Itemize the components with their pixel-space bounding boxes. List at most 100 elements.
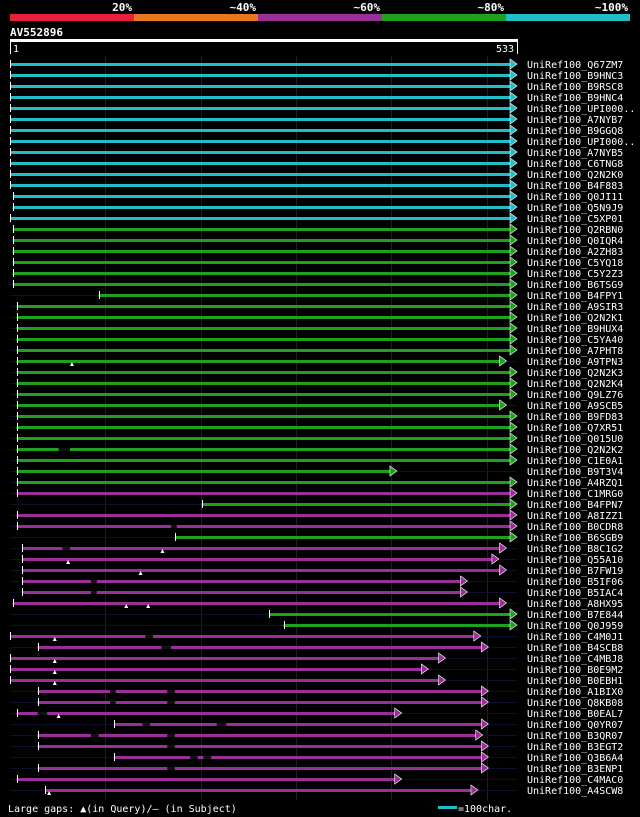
query-gap-marker xyxy=(52,659,57,663)
hit-label: UniRef100_B9T3V4 xyxy=(527,467,623,478)
hit-label: UniRef100_A8IZZ1 xyxy=(527,511,623,522)
query-gap-marker xyxy=(69,362,74,366)
hit-label: UniRef100_A4RZQ1 xyxy=(527,478,623,489)
hit-bar xyxy=(12,261,512,264)
hit-label: UniRef100_Q2N2K4 xyxy=(527,379,623,390)
hit-row: UniRef100_Q2N2K0 xyxy=(10,168,623,181)
hit-bar xyxy=(10,107,511,110)
legend-label-4: ~100% xyxy=(595,1,628,14)
hit-row: UniRef100_A7NYB5 xyxy=(10,146,623,159)
hit-bar xyxy=(16,459,512,462)
hit-bar xyxy=(16,525,512,528)
hit-bar xyxy=(10,184,511,187)
hit-label: UniRef100_B3EGT2 xyxy=(527,742,623,753)
query-name: AV552896 xyxy=(10,26,63,39)
legend-label-2: ~60% xyxy=(354,1,381,14)
hit-label: UniRef100_B9HNC3 xyxy=(527,71,623,82)
hit-label: UniRef100_UPI000.. xyxy=(527,104,635,115)
hit-label: UniRef100_Q9LZ76 xyxy=(527,390,623,401)
hit-bar xyxy=(12,272,512,275)
hit-end-arrow xyxy=(509,487,518,499)
hit-label: UniRef100_A7PHT8 xyxy=(527,346,623,357)
hit-label: UniRef100_Q2N2K0 xyxy=(527,170,623,181)
hit-bar xyxy=(12,250,512,253)
hit-row: UniRef100_B9GGQ8 xyxy=(10,124,623,137)
hit-row: UniRef100_Q2N2K3 xyxy=(10,366,623,379)
identity-legend: 20% ~40% ~60% ~80% ~100% xyxy=(10,1,630,21)
hit-label: UniRef100_A7NYB7 xyxy=(527,115,623,126)
hit-row: UniRef100_B4F883 xyxy=(10,179,623,192)
hit-row: UniRef100_B4SCB8 xyxy=(10,641,623,654)
hit-end-arrow xyxy=(499,399,508,411)
hit-label: UniRef100_C5YA40 xyxy=(527,335,623,346)
hit-label: UniRef100_A9TPN3 xyxy=(527,357,623,368)
hit-end-arrow xyxy=(509,366,518,378)
hit-end-arrow xyxy=(509,58,518,70)
hit-label: UniRef100_Q2RBN0 xyxy=(527,225,623,236)
hit-row: UniRef100_Q67ZM7 xyxy=(10,58,623,71)
hit-end-arrow xyxy=(509,157,518,169)
hit-bar xyxy=(16,404,501,407)
hit-row: UniRef100_Q3B6A4 xyxy=(10,751,623,764)
hit-bar xyxy=(16,338,512,341)
hit-label: UniRef100_B8C1G2 xyxy=(527,544,623,555)
hit-row: UniRef100_B7E844 xyxy=(10,608,623,621)
hit-bar xyxy=(16,437,512,440)
hit-label: UniRef100_Q2N2K3 xyxy=(527,368,623,379)
hit-end-arrow xyxy=(438,674,447,686)
hit-row: UniRef100_B3EGT2 xyxy=(10,740,623,753)
hit-bar xyxy=(10,140,511,143)
hit-end-arrow xyxy=(509,432,518,444)
hit-row: UniRef100_B5IF06 xyxy=(10,575,623,588)
hit-label: UniRef100_Q55A10 xyxy=(527,555,623,566)
hit-end-arrow xyxy=(509,234,518,246)
hit-end-arrow xyxy=(499,564,508,576)
hit-label: UniRef100_B0EBH1 xyxy=(527,676,623,687)
hit-label: UniRef100_B4FPY1 xyxy=(527,291,623,302)
hit-row: UniRef100_UPI000.. xyxy=(10,102,635,115)
hit-row: UniRef100_C5XP01 xyxy=(10,212,623,225)
hit-row: UniRef100_B0EBH1 xyxy=(10,674,623,687)
legend-swatch-1 xyxy=(134,14,258,21)
hit-bar xyxy=(10,217,511,220)
hit-bar xyxy=(10,129,511,132)
hit-end-arrow xyxy=(509,476,518,488)
hit-label: UniRef100_A1BIX0 xyxy=(527,687,623,698)
query-gap-marker xyxy=(66,560,71,564)
hit-label: UniRef100_A7NYB5 xyxy=(527,148,623,159)
hit-bar xyxy=(12,283,512,286)
hit-row: UniRef100_A9TPN3 xyxy=(10,355,623,368)
hit-end-arrow xyxy=(475,729,484,741)
hit-bar xyxy=(16,327,512,330)
hit-end-arrow xyxy=(509,168,518,180)
hit-label: UniRef100_B3QR07 xyxy=(527,731,623,742)
hit-label: UniRef100_Q2N2K1 xyxy=(527,313,623,324)
hit-bar xyxy=(16,481,512,484)
hit-label: UniRef100_C1MRG0 xyxy=(527,489,623,500)
hit-end-arrow xyxy=(509,410,518,422)
hit-end-arrow xyxy=(509,333,518,345)
hit-bar xyxy=(16,492,512,495)
hit-label: UniRef100_B4SCB8 xyxy=(527,643,623,654)
hit-bar xyxy=(22,547,501,550)
hit-end-arrow xyxy=(438,652,447,664)
hit-end-arrow xyxy=(509,223,518,235)
hit-row: UniRef100_B9HNC4 xyxy=(10,91,623,104)
hit-bar xyxy=(12,206,512,209)
hit-row: UniRef100_B3ENP1 xyxy=(10,762,623,775)
hit-label: UniRef100_B4FPN7 xyxy=(527,500,623,511)
hit-bar xyxy=(22,591,462,594)
hit-row: UniRef100_B0E9M2 xyxy=(10,663,623,676)
hit-label: UniRef100_B0E9M2 xyxy=(527,665,623,676)
hit-bar xyxy=(10,96,511,99)
scale-bar xyxy=(438,806,457,809)
hit-label: UniRef100_A2ZH83 xyxy=(527,247,623,258)
hit-bar xyxy=(10,657,440,660)
hit-end-arrow xyxy=(509,113,518,125)
hit-label: UniRef100_B9FD83 xyxy=(527,412,623,423)
hit-bar xyxy=(10,74,511,77)
hit-end-arrow xyxy=(509,344,518,356)
hit-label: UniRef100_B9HNC4 xyxy=(527,93,623,104)
hit-label: UniRef100_Q7XR51 xyxy=(527,423,623,434)
